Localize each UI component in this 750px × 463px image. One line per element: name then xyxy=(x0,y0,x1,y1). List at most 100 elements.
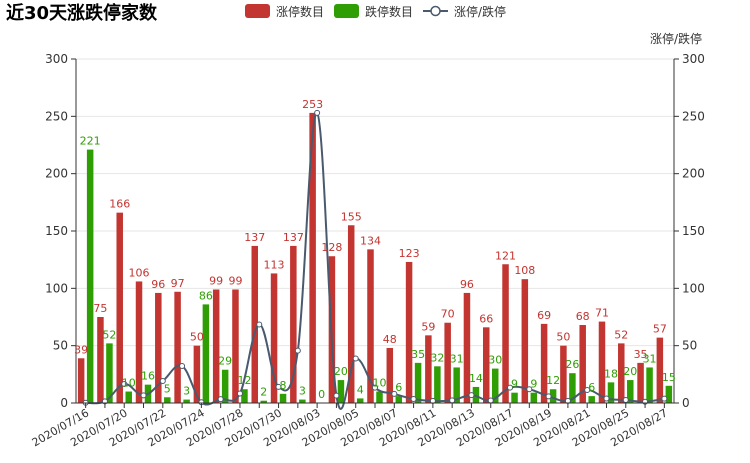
ratio-line xyxy=(82,109,668,410)
data-label-down: 9 xyxy=(530,378,537,391)
ratio-point xyxy=(314,109,321,116)
bar-up xyxy=(212,289,220,403)
bar-up xyxy=(347,225,355,403)
data-label-down: 16 xyxy=(141,370,155,383)
data-label-up: 99 xyxy=(209,274,223,287)
legend-swatch-down xyxy=(334,4,359,18)
y-right-tick-label: 200 xyxy=(682,167,705,181)
bar-down xyxy=(183,399,190,403)
y-right-tick-label: 150 xyxy=(682,224,705,238)
ratio-point xyxy=(661,395,668,402)
bar-up xyxy=(540,323,548,403)
y-axis-right: 0 50 100 150 200 250 300 xyxy=(673,52,705,410)
bar-up xyxy=(193,345,201,403)
data-label-up: 71 xyxy=(595,307,609,320)
bar-up xyxy=(502,264,509,403)
bar-down xyxy=(569,373,576,403)
legend-item-down[interactable]: 跌停数目 xyxy=(334,4,413,19)
bar-down xyxy=(164,397,171,403)
data-label-up: 155 xyxy=(341,210,362,223)
data-label-up: 128 xyxy=(321,241,342,254)
bar-down xyxy=(607,382,615,403)
ratio-point xyxy=(372,384,378,391)
y-axis-left: 0 50 100 150 200 250 300 xyxy=(45,52,77,410)
data-label-up: 39 xyxy=(74,343,88,356)
bar-up xyxy=(560,345,567,403)
ratio-line-path xyxy=(85,111,665,410)
bar-up xyxy=(463,292,471,403)
y-right-tick-label: 300 xyxy=(682,52,705,66)
legend-marker-ratio xyxy=(430,5,441,17)
legend-swatch-up xyxy=(245,4,270,18)
bar-down xyxy=(376,391,383,403)
ratio-point xyxy=(487,397,494,404)
bar-up xyxy=(116,212,123,403)
ratio-point xyxy=(545,393,552,400)
data-label-up: 121 xyxy=(495,249,516,262)
data-label-up: 137 xyxy=(283,231,304,244)
y-left-tick-label: 250 xyxy=(45,109,68,123)
bar-up xyxy=(309,112,316,403)
data-label-down: 31 xyxy=(643,352,657,365)
bar-down xyxy=(491,368,499,403)
bar-up xyxy=(232,289,239,403)
data-label-down: 3 xyxy=(299,385,306,398)
y-left-tick-label: 300 xyxy=(45,52,68,66)
data-label-up: 57 xyxy=(653,323,667,336)
data-label-up: 66 xyxy=(479,312,493,325)
bar-down xyxy=(202,304,210,403)
legend-label-down: 跌停数目 xyxy=(365,4,413,19)
ratio-point xyxy=(526,386,533,393)
bars xyxy=(77,112,673,403)
data-label-up: 68 xyxy=(576,310,590,323)
data-label-up: 123 xyxy=(399,247,420,260)
data-label-up: 35 xyxy=(634,348,648,361)
bar-up xyxy=(155,292,162,403)
ratio-point xyxy=(121,380,128,387)
ratio-point xyxy=(584,387,591,394)
bar-down xyxy=(414,362,422,403)
data-label-down: 86 xyxy=(199,289,213,302)
bar-down xyxy=(356,398,364,403)
ratio-point xyxy=(333,392,340,399)
y-right-tick-label: 50 xyxy=(682,339,697,353)
bar-up xyxy=(637,362,644,403)
data-label-up: 106 xyxy=(129,266,150,279)
y-right-tick-label: 100 xyxy=(682,281,705,295)
data-label-up: 96 xyxy=(151,278,165,291)
bar-down xyxy=(241,389,248,403)
data-label-down: 35 xyxy=(411,348,425,361)
bar-down xyxy=(125,391,132,403)
y-left-tick-label: 50 xyxy=(53,339,68,353)
ratio-point xyxy=(236,390,243,397)
data-label-up: 253 xyxy=(302,98,323,111)
ratio-point xyxy=(275,383,282,390)
bar-down xyxy=(627,380,634,403)
data-label-down: 12 xyxy=(546,374,560,387)
legend-item-up[interactable]: 涨停数目 xyxy=(245,4,324,19)
bar-up xyxy=(97,317,104,403)
data-label-up: 70 xyxy=(441,308,455,321)
bar-up xyxy=(598,321,606,403)
bar-down xyxy=(221,369,229,403)
ratio-point xyxy=(217,396,224,403)
ratio-point xyxy=(410,395,417,402)
y-left-tick-label: 100 xyxy=(45,281,68,295)
bar-down xyxy=(665,385,673,403)
data-label-down: 6 xyxy=(395,381,402,394)
legend-item-ratio[interactable]: 涨停/跌停 xyxy=(423,4,506,19)
bar-up xyxy=(135,281,143,403)
data-label-up: 137 xyxy=(244,231,265,244)
bar-up xyxy=(174,291,181,403)
bar-up xyxy=(405,261,413,403)
ratio-point xyxy=(256,321,263,328)
data-label-up: 50 xyxy=(190,331,204,344)
data-label-down: 6 xyxy=(588,381,595,394)
bar-up xyxy=(251,245,259,403)
bar-down xyxy=(646,367,653,403)
data-label-down: 26 xyxy=(565,358,579,371)
x-axis: 2020/07/162020/07/202020/07/222020/07/24… xyxy=(30,402,674,449)
bar-down xyxy=(106,343,113,403)
